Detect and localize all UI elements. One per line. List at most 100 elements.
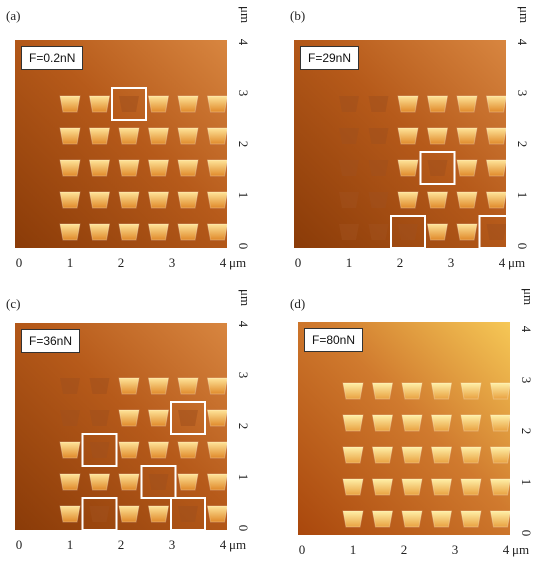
nanodot: [118, 377, 140, 395]
nanodot: [430, 446, 453, 464]
nanodot: [342, 446, 364, 464]
nanodot: [339, 224, 359, 240]
x-tick-label: 1: [349, 542, 357, 557]
y-tick-label: 0: [236, 524, 251, 532]
nanodot: [177, 441, 199, 459]
nanodot: [371, 414, 394, 432]
nanodot: [147, 159, 170, 177]
force-label: F=36nN: [21, 329, 81, 353]
x-unit-label: μm: [229, 255, 247, 270]
y-tick-label: 2: [236, 140, 251, 148]
nanodot: [177, 473, 199, 491]
y-unit-label: μm: [521, 288, 536, 306]
afm-image: F=29nN: [294, 40, 506, 248]
x-unit-label: μm: [229, 537, 247, 552]
nanodot: [147, 95, 170, 113]
nanodot: [118, 223, 140, 241]
nanodot: [206, 223, 227, 241]
nanodot: [401, 414, 423, 432]
nanodot: [118, 505, 140, 523]
x-tick-label: 2: [117, 537, 125, 552]
panel-label: (d): [290, 296, 306, 311]
nanodot: [206, 505, 227, 523]
afm-height-map: [294, 40, 506, 248]
nanodot: [342, 414, 364, 432]
y-unit-label: μm: [517, 6, 532, 24]
nanodot: [178, 506, 198, 522]
nanodot: [460, 414, 482, 432]
nanodot: [339, 96, 359, 112]
y-tick-label: 1: [519, 478, 534, 486]
afm-height-map: [15, 40, 227, 248]
nanodot: [368, 160, 389, 176]
y-tick-label: 0: [519, 529, 534, 537]
nanodot: [177, 223, 199, 241]
nanodot: [485, 191, 506, 209]
highlight-box: [478, 215, 506, 248]
nanodot: [398, 224, 418, 240]
nanodot: [206, 409, 227, 427]
nanodot: [456, 191, 478, 209]
x-unit-label: μm: [512, 542, 530, 557]
nanodot: [59, 505, 81, 523]
image-background: [15, 323, 227, 530]
nanodot: [206, 191, 227, 209]
afm-image: F=80nN: [298, 322, 510, 535]
afm-height-map: [15, 323, 227, 530]
nanodot: [430, 382, 453, 400]
nanodot: [206, 159, 227, 177]
nanodot: [397, 191, 419, 209]
nanodot: [426, 191, 449, 209]
y-unit-label: μm: [238, 6, 253, 24]
nanodot: [147, 505, 170, 523]
x-tick-label: 4: [498, 255, 506, 270]
nanodot: [206, 95, 227, 113]
highlight-box: [170, 497, 206, 530]
x-tick-label: 1: [66, 255, 74, 270]
highlight-box: [140, 465, 177, 499]
nanodot: [60, 378, 80, 394]
y-tick-label: 3: [236, 89, 251, 97]
nanodot: [89, 378, 110, 394]
nanodot: [456, 127, 478, 145]
nanodot: [59, 473, 81, 491]
y-tick-label: 2: [515, 140, 530, 148]
y-tick-label: 1: [236, 473, 251, 481]
x-tick-label: 4: [219, 537, 227, 552]
force-label: F=0.2nN: [21, 46, 84, 70]
nanodot: [147, 127, 170, 145]
x-unit-label: μm: [508, 255, 526, 270]
nanodot: [485, 159, 506, 177]
highlight-box: [170, 401, 206, 435]
x-tick-label: 0: [15, 537, 23, 552]
nanodot: [177, 191, 199, 209]
nanodot: [88, 473, 111, 491]
nanodot: [89, 410, 110, 426]
y-unit-label: μm: [238, 289, 253, 307]
y-tick-label: 3: [236, 371, 251, 379]
x-tick-label: 3: [451, 542, 459, 557]
x-tick-label: 4: [502, 542, 510, 557]
nanodot: [206, 127, 227, 145]
nanodot: [342, 382, 364, 400]
nanodot: [426, 95, 449, 113]
x-tick-label: 1: [345, 255, 353, 270]
nanodot: [177, 127, 199, 145]
nanodot: [118, 191, 140, 209]
panel-label: (a): [6, 8, 21, 23]
x-tick-label: 0: [298, 542, 306, 557]
nanodot: [485, 95, 506, 113]
x-tick-label: 3: [168, 537, 176, 552]
nanodot: [148, 474, 169, 490]
nanodot: [485, 127, 506, 145]
x-tick-label: 0: [294, 255, 302, 270]
nanodot: [401, 446, 423, 464]
force-label: F=29nN: [300, 46, 360, 70]
y-tick-label: 4: [519, 325, 534, 333]
nanodot: [206, 473, 227, 491]
nanodot: [489, 478, 510, 496]
y-tick-label: 3: [519, 376, 534, 384]
nanodot: [430, 478, 453, 496]
nanodot: [339, 160, 359, 176]
